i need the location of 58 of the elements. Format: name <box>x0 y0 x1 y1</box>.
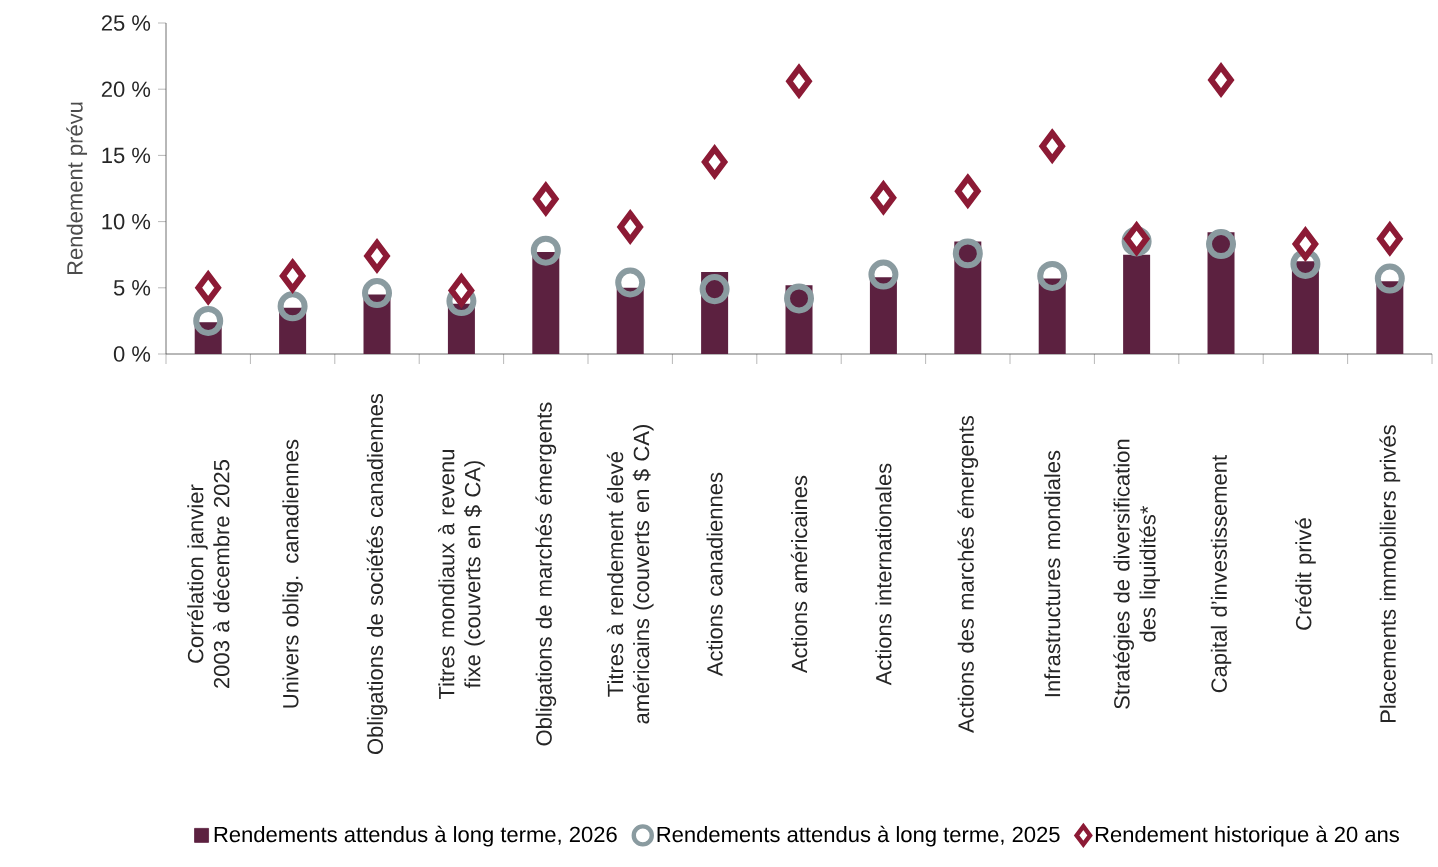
point <box>1208 63 1234 96</box>
point <box>194 269 222 306</box>
legend-label: Rendements attendus à long terme, 2026 <box>214 825 617 847</box>
point <box>699 274 730 305</box>
y-tick-label: 10 % <box>102 213 151 230</box>
x-tick-label: Obligations de marchés émergents <box>535 402 557 746</box>
bar <box>532 252 560 354</box>
point <box>1376 220 1404 257</box>
point <box>1037 260 1068 291</box>
point <box>1206 229 1237 260</box>
x-tick-label: Actions internationales <box>875 463 892 686</box>
point <box>701 146 728 179</box>
x-tick-label: Corrélation janvier 2003 à décembre 2025 <box>187 460 230 688</box>
x-tick-label: Actions américaines <box>790 475 808 674</box>
legend-label: Rendement historique à 20 ans <box>1095 825 1399 847</box>
x-tick-label: Actions des marchés émergents <box>957 415 979 733</box>
x-tick-label: Titres mondiaux à revenu fixe (couverts en $ CA) <box>438 450 485 700</box>
point <box>362 278 393 309</box>
x-tick-label: Obligations de sociétés canadiennes <box>366 393 388 755</box>
bar <box>1376 281 1404 354</box>
point <box>533 183 559 216</box>
bar <box>1291 261 1319 354</box>
y-tick-label: 0 % <box>113 346 151 362</box>
point <box>870 179 897 216</box>
y-tick-label: 15 % <box>102 147 151 164</box>
point <box>530 235 561 266</box>
point <box>1038 128 1066 165</box>
point <box>615 267 646 298</box>
point <box>868 259 899 290</box>
legend-label: Rendements attendus à long terme, 2025 <box>657 825 1060 847</box>
x-tick-label: Capital d’investissement <box>1210 455 1232 693</box>
point <box>1123 220 1150 257</box>
bar <box>869 277 897 354</box>
y-axis-title: Rendement prévu <box>66 102 88 275</box>
y-tick-label: 25 % <box>101 15 151 31</box>
x-tick-label: Titres à rendement élevé américains (couverts en $ CA) <box>606 425 654 724</box>
point <box>617 210 643 243</box>
point <box>277 291 308 322</box>
point <box>954 173 982 210</box>
y-tick-label: 20 % <box>101 81 151 97</box>
point <box>193 305 224 336</box>
x-tick-label: Infrastructures mondiales <box>1044 450 1061 697</box>
bar <box>616 287 644 354</box>
x-tick-label: Placements immobiliers privés <box>1379 425 1401 723</box>
point <box>1292 228 1319 261</box>
x-tick-label: Stratégies de diversification des liquidités* <box>1113 439 1160 709</box>
y-tick-label: 5 % <box>113 280 151 296</box>
x-tick-label: Univers oblig. canadiennes <box>282 439 303 708</box>
x-tick-label: Crédit privé <box>1295 518 1316 630</box>
x-tick-label: Actions canadiennes <box>706 472 723 677</box>
point <box>952 238 983 269</box>
point <box>448 272 475 309</box>
point <box>364 240 390 273</box>
point <box>1374 263 1405 294</box>
point <box>786 65 812 98</box>
point <box>784 283 815 314</box>
bar <box>1038 278 1066 354</box>
point <box>279 259 306 292</box>
